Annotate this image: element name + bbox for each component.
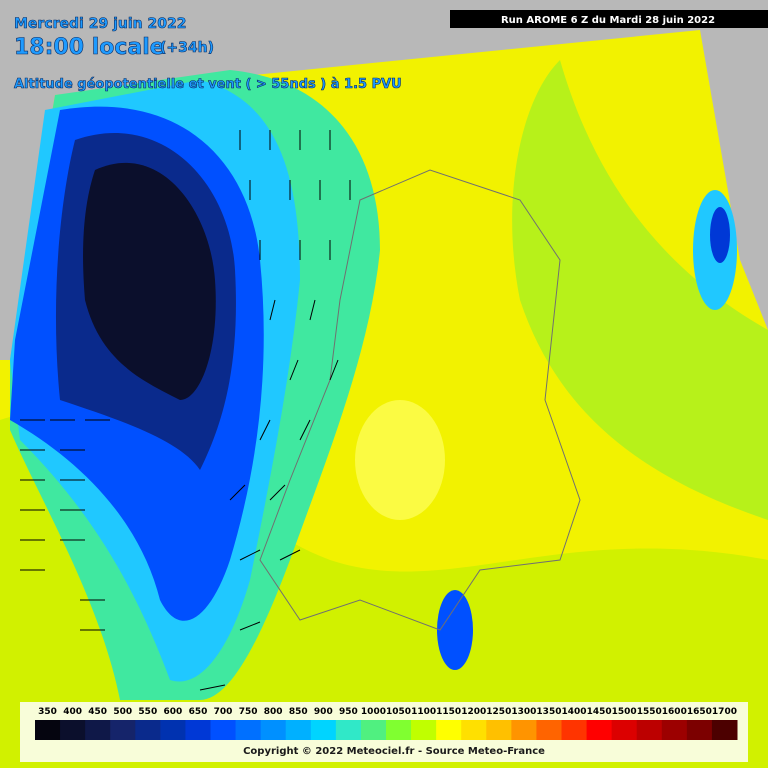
color-swatch [586, 720, 613, 740]
level-label: 1250 [486, 707, 511, 717]
level-label: 1700 [712, 707, 737, 717]
color-swatch [235, 720, 262, 740]
color-swatch [210, 720, 237, 740]
level-label: 700 [214, 707, 233, 717]
color-swatch [335, 720, 362, 740]
wind-barbs [20, 130, 351, 691]
color-swatch [310, 720, 337, 740]
color-swatch [536, 720, 562, 740]
color-swatch [511, 720, 537, 740]
color-swatch [110, 720, 136, 740]
level-label: 400 [63, 707, 82, 717]
dark-zone [83, 162, 216, 400]
level-label: 350 [38, 707, 57, 717]
color-swatch [411, 720, 437, 740]
color-swatch [486, 720, 512, 740]
color-swatch [386, 720, 412, 740]
level-label: 950 [339, 707, 358, 717]
level-label: 1350 [536, 707, 561, 717]
color-swatch [35, 720, 61, 740]
color-swatch [260, 720, 287, 740]
color-swatch [461, 720, 487, 740]
color-swatch [686, 720, 713, 740]
level-label: 1000 [361, 707, 386, 717]
level-label: 750 [239, 707, 258, 717]
run-box [450, 10, 768, 28]
color-swatch [711, 720, 738, 740]
level-label: 1500 [612, 707, 637, 717]
color-swatch [561, 720, 588, 740]
level-label: 900 [314, 707, 333, 717]
level-label: 450 [88, 707, 107, 717]
date: Mercredi 29 juin 2022 [14, 16, 186, 32]
yellow-zone [355, 400, 445, 520]
blue-zone [437, 590, 473, 670]
level-label: 550 [138, 707, 157, 717]
blue-zone [710, 207, 730, 263]
level-label: 1450 [587, 707, 612, 717]
color-swatch [661, 720, 688, 740]
color-swatch [636, 720, 663, 740]
level-label: 1400 [562, 707, 587, 717]
color-swatch [85, 720, 111, 740]
level-label: 1550 [637, 707, 662, 717]
green-zone [512, 60, 768, 520]
level-label: 1650 [687, 707, 712, 717]
color-swatch [436, 720, 462, 740]
time: 18:00 locale [14, 35, 165, 60]
run-label: Run AROME 6 Z du Mardi 28 juin 2022 [501, 15, 715, 26]
level-label: 1050 [386, 707, 411, 717]
lead: (+34h) [160, 40, 214, 56]
color-swatch [285, 720, 312, 740]
level-label: 1600 [662, 707, 687, 717]
color-swatch [160, 720, 186, 740]
field: Altitude géopotentielle et vent ( > 55nd… [14, 77, 402, 92]
level-label: 600 [163, 707, 182, 717]
level-label: 800 [264, 707, 283, 717]
level-label: 1300 [511, 707, 536, 717]
level-label: 1150 [436, 707, 461, 717]
color-swatch [611, 720, 638, 740]
level-label: 1100 [411, 707, 436, 717]
level-label: 850 [289, 707, 308, 717]
level-label: 650 [189, 707, 208, 717]
color-swatch [135, 720, 161, 740]
level-label: 500 [113, 707, 132, 717]
borders [259, 169, 581, 631]
copyright: Copyright © 2022 Meteociel.fr - Source M… [243, 746, 545, 757]
color-swatch [60, 720, 86, 740]
level-label: 1200 [461, 707, 486, 717]
color-swatch [360, 720, 387, 740]
color-swatch [185, 720, 211, 740]
colorbar: 350 400 450 500 550 600 650 700 750 800 850 900 950 1… [35, 707, 738, 740]
